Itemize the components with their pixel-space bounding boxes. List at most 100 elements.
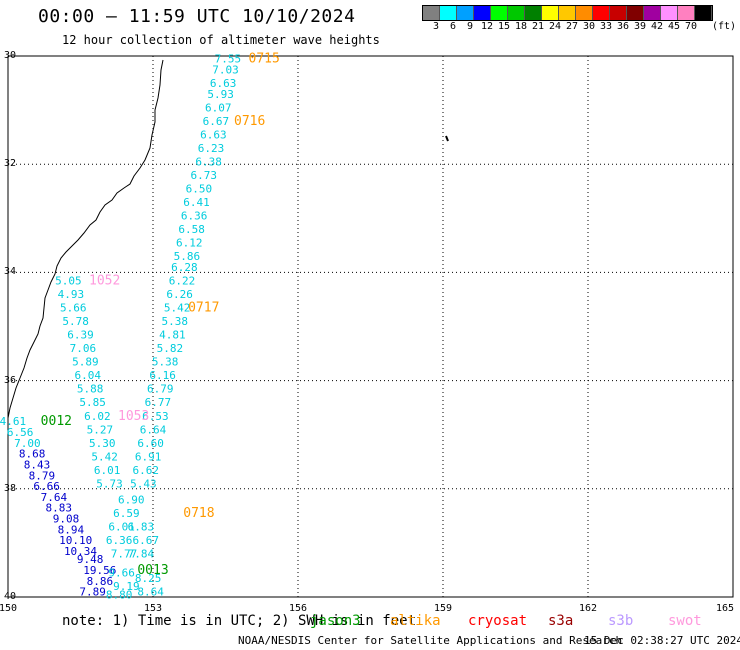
pass-time-label: 0716 [234, 114, 265, 129]
wave-height-value: 9.08 [53, 513, 80, 526]
legend-value: 45 [668, 21, 681, 32]
legend-value: 33 [600, 21, 613, 32]
wave-height-value: 6.63 [210, 77, 237, 90]
legend-value: 3 [433, 21, 440, 32]
wave-height-value: 5.05 [55, 275, 82, 288]
pass-time-labels: 0715 0716 0717 0718 1052 1053 0012 0013 [41, 52, 280, 578]
legend-swatch [559, 6, 576, 20]
wave-height-value: 7.55 [215, 53, 242, 66]
pass-time-label: 1052 [89, 274, 120, 289]
wave-height-value: 6.38 [195, 155, 222, 168]
longitude-label: 162 [579, 603, 598, 614]
wave-height-value: 6.07 [205, 101, 232, 114]
wave-height-value: 5.42 [91, 450, 118, 463]
wave-height-value: 6.53 [142, 410, 169, 423]
satellite-altika: altika [390, 613, 441, 629]
wave-height-value: 6.77 [145, 396, 172, 409]
legend-swatch [644, 6, 661, 20]
latitude-label: 38 [4, 482, 17, 494]
wave-height-value: 5.27 [87, 423, 114, 436]
latitude-label: 40 [4, 591, 17, 602]
wave-height-value: 8.64 [137, 586, 164, 599]
wave-height-value: 5.86 [174, 250, 201, 263]
wave-height-value: 6.39 [67, 329, 94, 342]
wave-height-value: 7.03 [212, 64, 239, 77]
wave-height-value: 5.93 [207, 88, 234, 101]
wave-height-value: 5.85 [79, 396, 106, 409]
wave-height-value: 5.88 [77, 383, 104, 396]
wave-height-value: 8.94 [58, 523, 85, 536]
legend-value: 70 [685, 21, 698, 32]
legend-value: 36 [617, 21, 630, 32]
satellite-s3a: s3a [548, 613, 574, 629]
legend-swatch [440, 6, 457, 20]
wave-height-value: 7.06 [70, 342, 97, 355]
wave-height-value: 19.56 [83, 564, 116, 577]
wave-height-value: 6.36 [106, 534, 133, 547]
wave-height-value: 6.02 [84, 410, 111, 423]
wave-height-value: 7.89 [79, 586, 106, 599]
satellite-swot: swot [668, 613, 702, 629]
wave-height-value: 6.66 [33, 480, 60, 493]
wave-height-value: 5.42 [164, 302, 191, 315]
wave-height-value: 5.82 [157, 342, 184, 355]
wave-height-value: 8.68 [19, 448, 46, 461]
pass-time-label: 0717 [188, 301, 219, 316]
legend-value: 30 [583, 21, 596, 32]
wave-height-value: 4.61 [0, 415, 26, 428]
wave-height-value: 5.66 [60, 302, 87, 315]
wave-height-value: 4.81 [159, 329, 186, 342]
wave-height-value: 6.36 [181, 210, 208, 223]
legend-value: 39 [634, 21, 647, 32]
wave-height-value: 5.38 [162, 315, 189, 328]
wave-height-value: 5.89 [72, 356, 99, 369]
legend-swatch [474, 6, 491, 20]
latitude-label: 30 [4, 50, 17, 61]
wave-height-value: 5.43 [130, 477, 157, 490]
wave-height-value: 10.34 [64, 545, 97, 558]
pass-time-label: 0715 [249, 52, 280, 67]
wave-height-value: 5.38 [152, 356, 179, 369]
longitude-label: 153 [144, 603, 163, 614]
legend-value: 12 [481, 21, 494, 32]
wave-height-value: 6.01 [108, 521, 135, 534]
satellite-cryosat: cryosat [468, 613, 528, 629]
legend-swatch [542, 6, 559, 20]
wave-height-value: 6.58 [178, 223, 205, 236]
wave-height-value: 8.25 [135, 572, 162, 585]
wave-height-value: 8.43 [24, 458, 51, 471]
wave-height-value: 6.22 [169, 275, 196, 288]
legend-swatch [695, 6, 712, 20]
legend-value: 27 [566, 21, 579, 32]
legend-swatch [678, 6, 695, 20]
wave-height-value: 7.00 [14, 437, 41, 450]
wave-height-value: 6.56 [7, 426, 34, 439]
wave-height-value: 5.78 [62, 315, 89, 328]
map-title: 00:00 – 11:59 UTC 10/10/2024 [38, 6, 356, 27]
island-marker [445, 135, 449, 142]
wave-height-value: 5.73 [96, 477, 123, 490]
wave-height-value: 6.62 [133, 464, 160, 477]
legend-value: 24 [549, 21, 562, 32]
legend-swatch [508, 6, 525, 20]
longitude-label: 150 [0, 603, 18, 614]
wave-height-value: 6.67 [133, 534, 160, 547]
legend-swatch [593, 6, 610, 20]
graticule [8, 56, 733, 597]
wave-height-value: 6.41 [183, 196, 210, 209]
wave-height-tracks: 7.557.036.635.936.076.676.636.236.386.73… [0, 53, 241, 602]
wave-height-value: 6.90 [118, 494, 145, 507]
wave-height-value: 6.16 [149, 369, 176, 382]
legend-value: 6 [450, 21, 457, 32]
pass-time-label: 0012 [41, 414, 72, 429]
longitude-label: 159 [434, 603, 453, 614]
wave-height-value: 6.67 [203, 115, 230, 128]
satellite-s3b: s3b [608, 613, 634, 629]
legend-swatch [525, 6, 542, 20]
longitude-label: 165 [716, 603, 735, 614]
wave-height-value: 6.01 [94, 464, 121, 477]
wave-height-value: 6.60 [137, 437, 164, 450]
legend-unit: (ft) [712, 21, 737, 32]
latitude-label: 36 [4, 374, 17, 386]
